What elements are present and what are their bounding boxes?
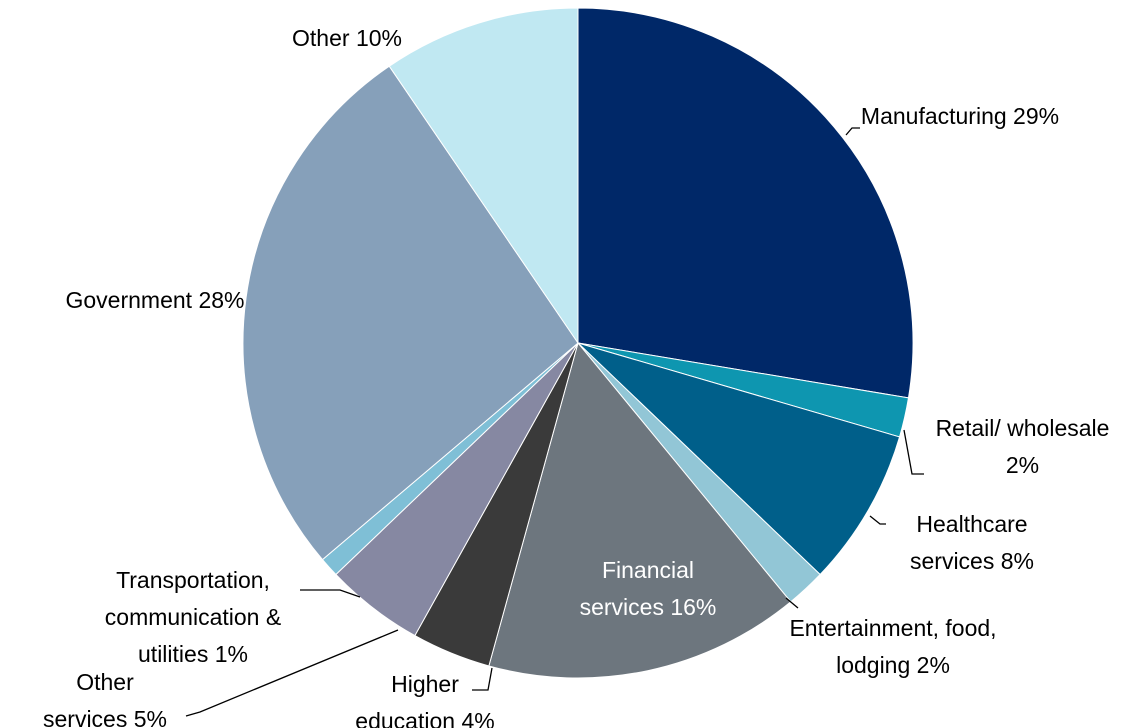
slices	[242, 7, 914, 679]
pie-slice	[488, 341, 792, 679]
slice-label: Other services 5%	[43, 669, 167, 728]
pie-slice	[577, 342, 901, 576]
slice-label: Transportation, communication & utilitie…	[104, 567, 282, 667]
leader-line	[845, 127, 860, 136]
slice-label: Manufacturing 29%	[860, 103, 1060, 129]
slice-label: Financial services 16%	[579, 557, 717, 620]
slice-label: Higher education 4%	[355, 671, 495, 728]
leader-line	[185, 629, 399, 717]
leader-line	[903, 429, 924, 475]
pie-slice	[388, 7, 579, 345]
pie-slice	[242, 65, 579, 561]
leader-line	[300, 589, 361, 598]
leader-line	[785, 597, 799, 609]
pie-slice	[577, 7, 914, 399]
slice-label: Other 10%	[292, 25, 402, 51]
slice-label: Government 28%	[65, 287, 245, 313]
slice-label: Entertainment, food, lodging 2%	[789, 615, 997, 678]
slice-label: Healthcare services 8%	[910, 511, 1034, 574]
slice-label: Retail/ wholesale 2%	[935, 415, 1110, 478]
leader-line	[472, 667, 493, 691]
leader-line	[869, 515, 886, 525]
